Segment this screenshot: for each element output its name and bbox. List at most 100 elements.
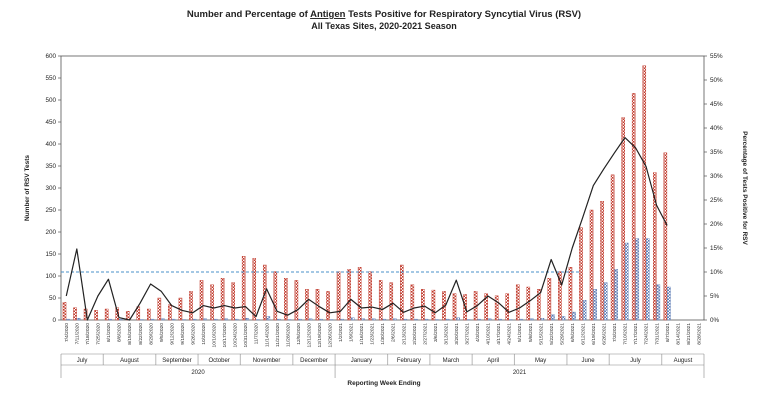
x-tick-label: 2/13/2021 xyxy=(401,323,407,345)
x-tick-label: 12/26/2020 xyxy=(328,323,334,348)
total-tests-bar xyxy=(558,271,562,321)
total-tests-bar xyxy=(294,280,299,321)
total-tests-bar xyxy=(62,302,67,321)
month-label: August xyxy=(674,358,693,364)
x-tick-label: 5/29/2021 xyxy=(559,323,565,345)
year-label: 2020 xyxy=(191,370,205,376)
y-tick-label: 0 xyxy=(52,317,56,324)
total-tests-bar xyxy=(642,65,647,321)
positive-tests-bar xyxy=(234,318,239,321)
total-tests-bar xyxy=(368,271,372,321)
x-tick-label: 12/5/2020 xyxy=(296,323,302,345)
month-label: July xyxy=(77,358,88,364)
total-tests-bar xyxy=(526,286,531,321)
x-tick-label: 11/14/2020 xyxy=(264,323,270,347)
x-tick-label: 10/3/2020 xyxy=(201,323,207,345)
x-tick-label: 1/23/2021 xyxy=(370,323,376,345)
positive-tests-bar xyxy=(161,318,165,321)
x-tick-label: 3/13/2021 xyxy=(443,323,449,345)
chart-title: Number and Percentage of Antigen Tests P… xyxy=(187,9,581,20)
month-label: November xyxy=(253,358,281,364)
total-tests-bar xyxy=(336,271,341,321)
x-tick-label: 12/12/2020 xyxy=(306,323,312,348)
positive-tests-bar xyxy=(403,318,408,321)
x-tick-label: 2/20/2021 xyxy=(412,323,418,345)
y2-axis-label: Percentage of Tests Positive for RSV xyxy=(741,131,748,245)
x-tick-label: 5/1/2021 xyxy=(517,323,523,342)
y2-tick-label: 15% xyxy=(710,245,723,252)
total-tests-bar xyxy=(400,264,404,321)
positive-tests-bar xyxy=(340,318,344,321)
x-tick-label: 7/18/2020 xyxy=(85,323,91,345)
total-tests-bar xyxy=(547,278,552,321)
chart-title-underlined: Antigen xyxy=(310,9,346,20)
y-tick-label: 350 xyxy=(45,163,56,170)
positive-tests-bar xyxy=(382,318,387,321)
y-tick-label: 500 xyxy=(45,97,56,104)
positive-tests-bar xyxy=(530,318,534,321)
total-tests-bar xyxy=(537,289,541,321)
x-tick-label: 10/10/2020 xyxy=(212,323,218,348)
positive-tests-bar xyxy=(572,311,576,321)
y2-tick-label: 20% xyxy=(710,221,723,228)
total-tests-bar xyxy=(305,289,309,321)
positive-tests-bar xyxy=(361,318,365,321)
total-tests-bar xyxy=(579,227,583,321)
positive-tests-bar xyxy=(424,318,429,321)
positive-tests-bar xyxy=(371,318,376,321)
y-tick-label: 200 xyxy=(45,229,56,236)
positive-tests-bar xyxy=(192,318,197,321)
positive-tests-bar xyxy=(656,284,661,321)
total-tests-bar xyxy=(568,267,573,321)
total-tests-bar xyxy=(104,308,109,321)
total-tests-bar xyxy=(125,311,130,321)
plot-frame xyxy=(60,55,705,321)
x-tick-label: 4/3/2021 xyxy=(475,323,481,342)
total-tests-bar xyxy=(505,293,509,321)
x-tick-label: 8/7/2021 xyxy=(665,323,671,342)
total-tests-bar xyxy=(273,271,278,321)
total-tests-bar xyxy=(631,93,636,321)
x-tick-label: 6/19/2021 xyxy=(591,323,597,345)
x-tick-label: 5/22/2021 xyxy=(549,323,555,345)
x-tick-label: 11/28/2020 xyxy=(285,323,291,347)
positive-tests-bar xyxy=(540,318,545,321)
x-tick-label: 8/22/2020 xyxy=(138,323,144,345)
x-tick-label: 8/21/2021 xyxy=(686,323,692,345)
positive-tests-bar xyxy=(277,318,281,321)
x-tick-label: 4/10/2021 xyxy=(486,323,492,345)
x-tick-label: 2/27/2021 xyxy=(422,323,428,345)
total-tests-bar xyxy=(410,284,415,321)
positive-tests-bar xyxy=(298,318,302,321)
x-tick-label: 4/17/2021 xyxy=(496,323,502,345)
total-tests-bar xyxy=(210,284,214,321)
x-tick-label: 12/19/2020 xyxy=(317,323,323,348)
total-tests-bar xyxy=(347,269,351,321)
x-tick-label: 3/6/2021 xyxy=(433,323,439,342)
total-tests-bar xyxy=(494,295,499,321)
positive-tests-bar xyxy=(635,238,640,321)
total-tests-bar xyxy=(231,282,235,321)
x-tick-label: 11/7/2020 xyxy=(254,323,260,345)
y-tick-label: 50 xyxy=(49,295,57,302)
total-tests-bar xyxy=(157,297,162,321)
total-tests-bar xyxy=(515,284,520,321)
y-tick-label: 250 xyxy=(45,207,56,214)
y2-tick-label: 25% xyxy=(710,197,723,204)
total-tests-bar xyxy=(147,308,151,321)
total-tests-bar xyxy=(389,282,394,321)
positive-tests-bar xyxy=(245,318,250,321)
total-tests-bar xyxy=(284,278,288,321)
positive-tests-bar xyxy=(393,318,397,321)
x-tick-label: 11/21/2020 xyxy=(275,323,281,347)
y2-tick-label: 5% xyxy=(710,293,720,300)
x-tick-label: 8/28/2021 xyxy=(696,323,702,345)
total-tests-bar xyxy=(252,258,257,321)
y2-tick-label: 55% xyxy=(710,53,723,60)
positive-tests-bar xyxy=(646,238,650,321)
x-tick-label: 8/29/2020 xyxy=(148,323,154,345)
total-tests-bar xyxy=(663,152,668,321)
total-tests-bar xyxy=(378,280,383,321)
x-tick-label: 9/12/2020 xyxy=(169,323,175,345)
